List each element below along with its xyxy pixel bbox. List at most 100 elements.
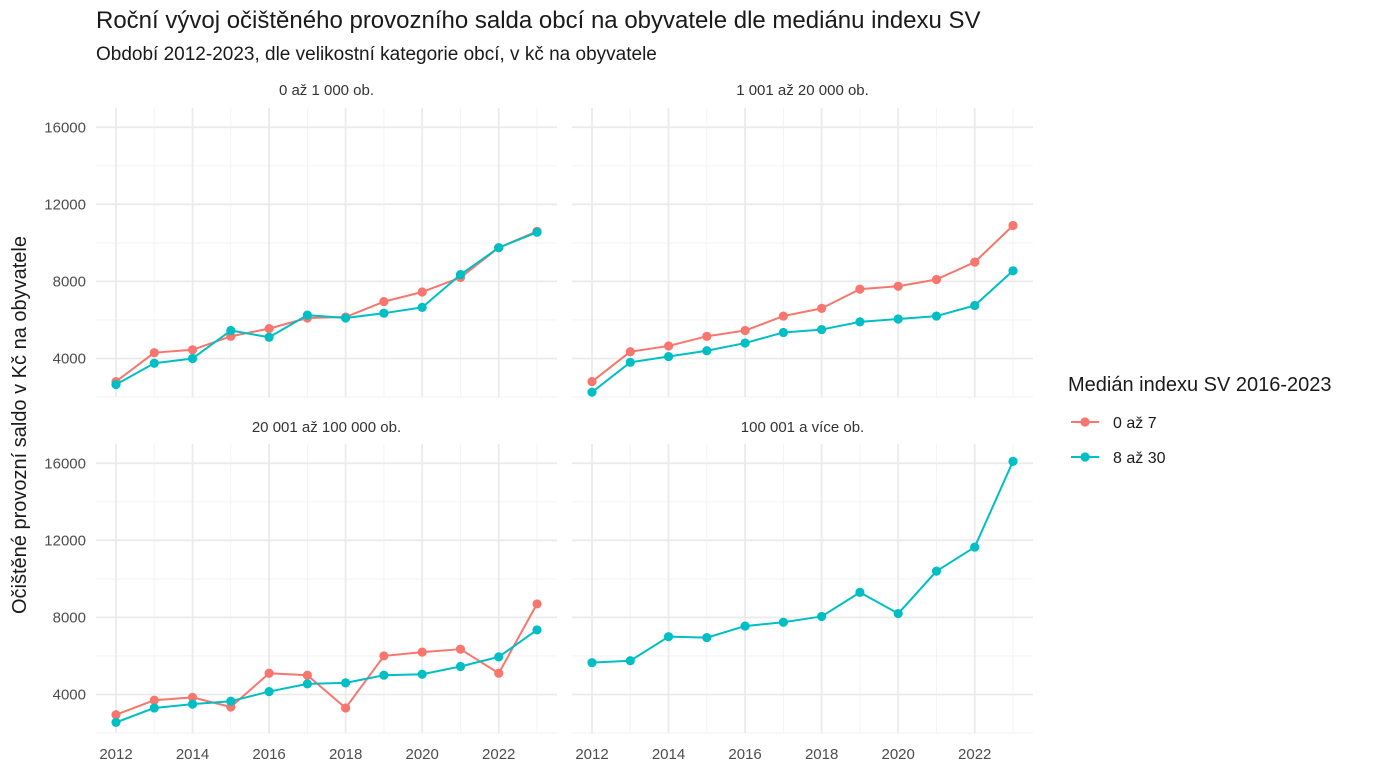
x-tick-label: 2014 — [652, 746, 685, 763]
x-tick-label: 2018 — [329, 746, 362, 763]
data-point — [264, 686, 274, 697]
data-point — [817, 303, 827, 313]
data-point — [455, 270, 466, 280]
y-tick-label: 8000 — [53, 273, 86, 290]
legend-label: 0 až 7 — [1113, 415, 1157, 432]
chart-title: Roční vývoj očištěného provozního salda … — [96, 7, 981, 34]
x-tick-label: 2022 — [482, 746, 515, 763]
data-point — [663, 351, 674, 362]
x-tick-label: 2022 — [958, 746, 991, 763]
data-point — [625, 357, 635, 367]
data-point — [778, 327, 788, 338]
data-point — [302, 679, 312, 689]
data-point — [264, 324, 274, 334]
x-tick-label: 2016 — [728, 746, 761, 763]
data-point — [817, 324, 827, 335]
data-point — [417, 287, 427, 297]
data-point — [302, 670, 312, 680]
y-tick-label: 8000 — [53, 609, 86, 626]
data-point — [893, 281, 903, 291]
data-point — [970, 257, 980, 267]
facet-strip-label: 100 001 a více ob. — [741, 419, 864, 436]
facet-strip-label: 20 001 až 100 000 ob. — [252, 419, 401, 436]
data-point — [663, 341, 674, 351]
data-point — [893, 608, 903, 619]
data-point — [149, 695, 159, 705]
facet-panel: 0 až 1 000 ob. 4000 8000 12000 16000 — [44, 82, 557, 398]
x-tick-label: 2016 — [252, 746, 285, 763]
data-point — [931, 311, 942, 321]
legend-title: Medián indexu SV 2016-2023 — [1068, 374, 1332, 396]
data-point — [625, 656, 635, 666]
data-point — [587, 376, 597, 387]
legend-label: 8 až 30 — [1113, 450, 1166, 467]
data-point — [587, 658, 597, 668]
data-point — [532, 227, 542, 237]
data-point — [149, 703, 159, 713]
data-point — [855, 284, 865, 294]
series-line — [115, 603, 538, 716]
x-tick-label: 2012 — [575, 746, 608, 763]
data-point — [111, 379, 121, 390]
data-point — [187, 345, 198, 355]
series-line — [591, 270, 1014, 393]
data-point — [740, 338, 750, 348]
facet-panel: 100 001 a více ob. 2012 2014 2016 2018 2020 20… — [572, 419, 1033, 763]
x-tick-label: 2020 — [881, 746, 914, 763]
data-point — [187, 699, 198, 709]
data-point — [302, 310, 312, 320]
x-tick-label: 2020 — [405, 746, 438, 763]
data-point — [341, 703, 351, 713]
x-tick-label: 2014 — [176, 746, 209, 763]
x-tick-label: 2018 — [805, 746, 838, 763]
data-point — [417, 302, 427, 313]
data-point — [379, 651, 389, 661]
data-point — [111, 717, 121, 728]
data-point — [455, 644, 466, 654]
data-point — [187, 353, 198, 364]
data-point — [226, 325, 236, 336]
legend: Medián indexu SV 2016-2023 0 až 7 8 až 30 — [1068, 374, 1332, 467]
data-point — [455, 661, 466, 672]
data-point — [740, 621, 750, 631]
facet-panel: 1 001 až 20 000 ob. — [572, 82, 1033, 398]
series-line — [115, 231, 538, 386]
series-line — [591, 460, 1014, 664]
facet-panel: 20 001 až 100 000 ob. 4000 8000 12000 16000 2… — [44, 419, 557, 763]
data-point — [532, 599, 542, 609]
data-point — [149, 358, 159, 368]
data-point — [494, 652, 504, 662]
facet-panels: 0 až 1 000 ob. 4000 8000 12000 16000 1 001 až… — [44, 82, 1033, 763]
data-point — [778, 311, 788, 321]
data-point — [379, 297, 389, 307]
data-point — [663, 632, 674, 642]
data-point — [494, 243, 504, 253]
y-tick-label: 12000 — [44, 532, 86, 549]
data-point — [855, 587, 865, 597]
data-point — [417, 669, 427, 679]
y-tick-label: 12000 — [44, 196, 86, 213]
data-point — [702, 633, 712, 643]
data-point — [417, 647, 427, 657]
legend-key-point — [1080, 452, 1090, 462]
legend-item: 8 až 30 — [1071, 450, 1166, 467]
series-line — [115, 629, 538, 724]
data-point — [1008, 266, 1018, 276]
data-point — [587, 387, 597, 397]
x-tick-label: 2012 — [99, 746, 132, 763]
data-point — [341, 678, 351, 688]
data-point — [931, 274, 942, 285]
data-point — [532, 625, 542, 635]
y-axis-label: Očištěné provozní saldo v Kč na obyvatel… — [9, 236, 31, 614]
data-point — [149, 348, 159, 358]
data-point — [970, 300, 980, 311]
data-point — [778, 617, 788, 627]
y-tick-label: 16000 — [44, 119, 86, 136]
facet-strip-label: 1 001 až 20 000 ob. — [736, 82, 869, 99]
data-point — [379, 670, 389, 680]
data-point — [931, 566, 942, 576]
data-point — [1008, 220, 1018, 231]
data-point — [111, 710, 121, 720]
data-point — [625, 347, 635, 357]
